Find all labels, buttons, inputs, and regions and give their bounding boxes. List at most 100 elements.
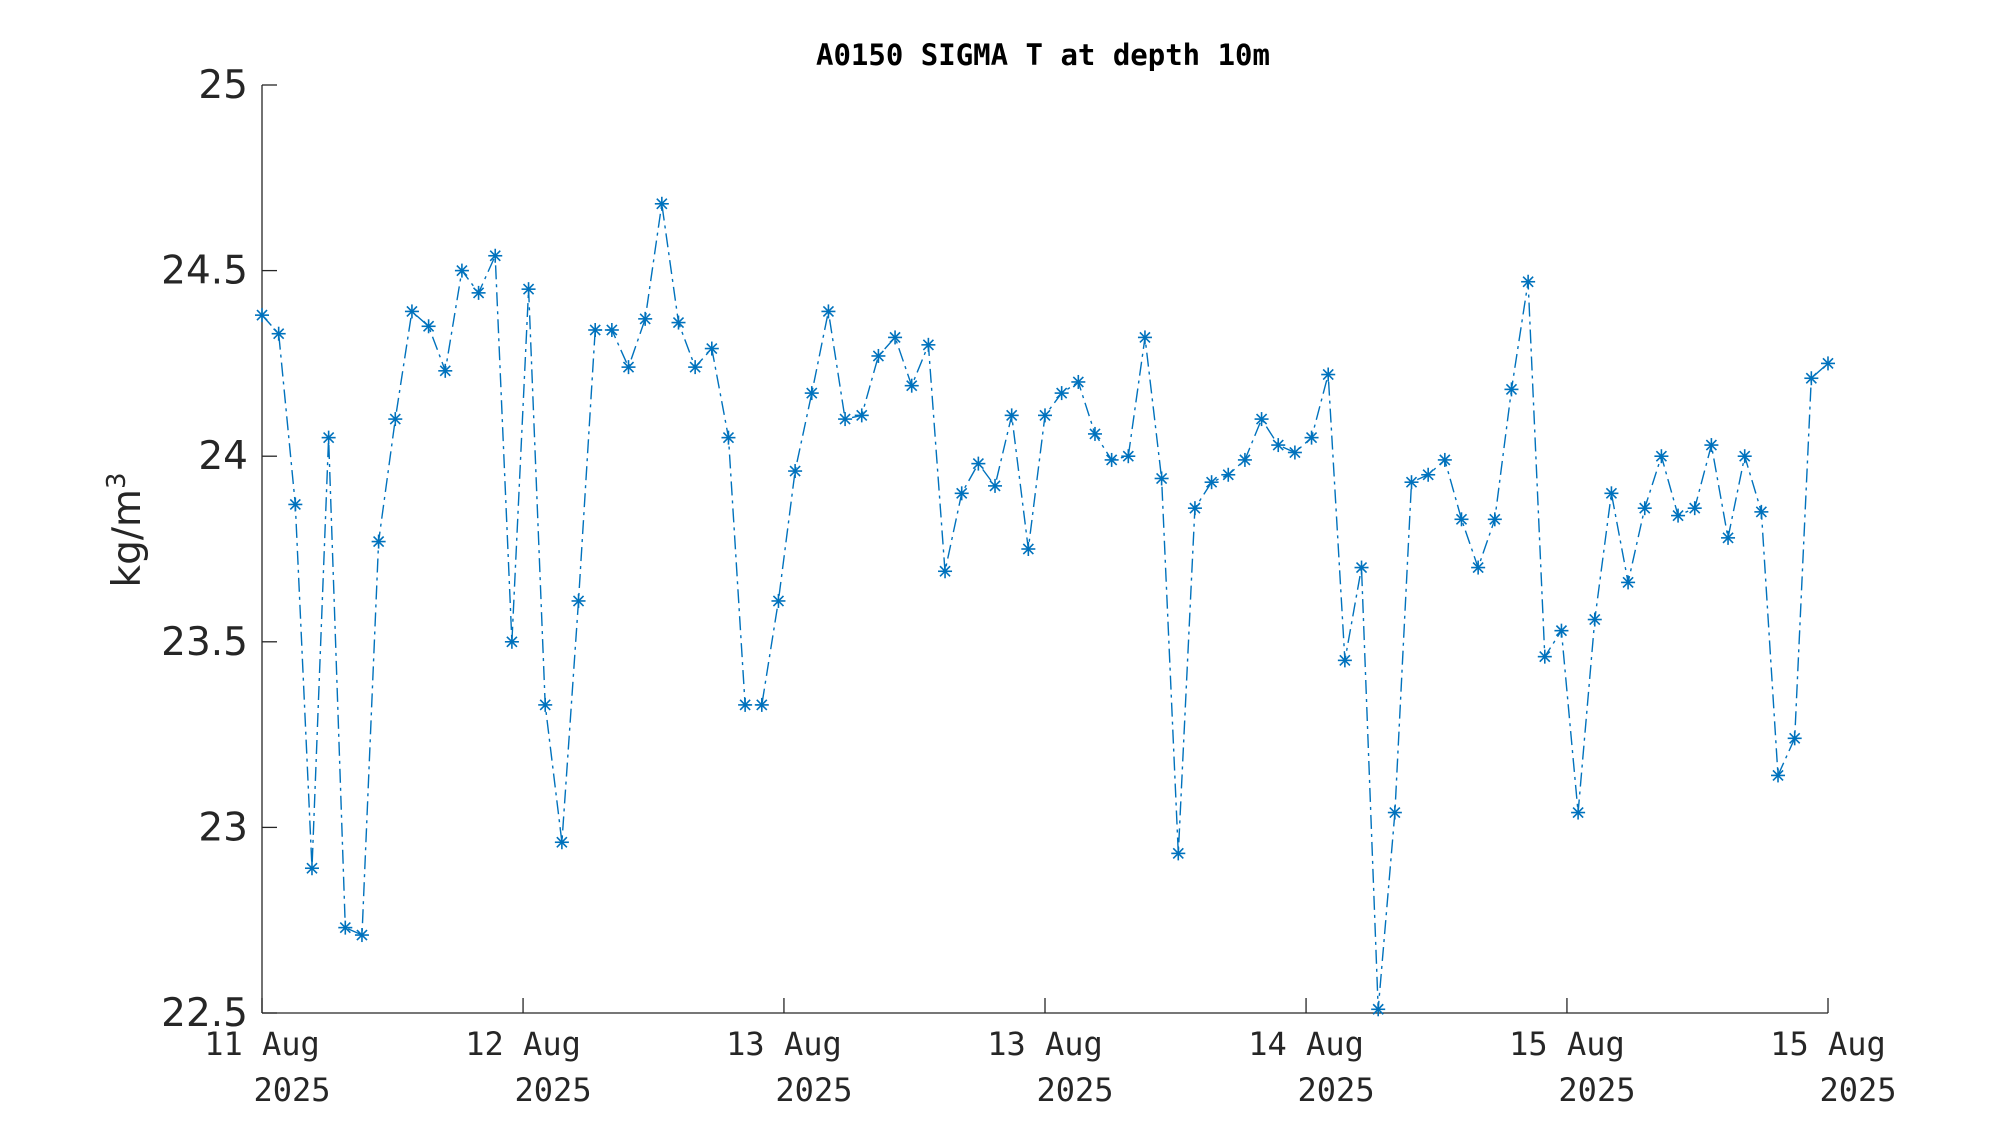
y-tick-label: 25 xyxy=(198,63,248,108)
data-point xyxy=(1154,471,1169,486)
data-point xyxy=(1521,274,1536,289)
data-point xyxy=(1237,452,1252,467)
data-point xyxy=(888,330,903,345)
data-point xyxy=(1771,768,1786,783)
data-point xyxy=(788,464,803,479)
data-point xyxy=(421,319,436,334)
series-line xyxy=(261,203,1829,1010)
data-point xyxy=(1254,412,1269,427)
data-point xyxy=(754,697,769,712)
data-point xyxy=(1171,846,1186,861)
data-point xyxy=(1371,1002,1386,1017)
data-point xyxy=(504,634,519,649)
data-point xyxy=(838,412,853,427)
data-point xyxy=(1704,438,1719,453)
data-point xyxy=(554,835,569,850)
y-tick-label: 22.5 xyxy=(161,991,248,1036)
x-tick-label-year: 2025 xyxy=(775,1071,852,1109)
axes xyxy=(261,85,1828,1014)
data-point xyxy=(1504,382,1519,397)
data-point xyxy=(954,486,969,501)
data-point xyxy=(304,861,319,876)
data-point xyxy=(671,315,686,330)
data-point xyxy=(521,282,536,297)
data-point xyxy=(1721,530,1736,545)
data-point xyxy=(1204,475,1219,490)
data-point xyxy=(1821,356,1835,371)
data-point xyxy=(1187,501,1202,516)
data-point xyxy=(1321,367,1336,382)
data-point xyxy=(488,248,503,263)
data-point xyxy=(1087,426,1102,441)
data-point xyxy=(738,697,753,712)
data-point xyxy=(1387,805,1402,820)
data-point xyxy=(1404,475,1419,490)
ticks: 22.5 23 23.5 24 24.5 25 11 Aug 2025 12 Aug 2025 13… xyxy=(161,63,1896,1109)
plot-area xyxy=(255,196,1835,1017)
data-point xyxy=(904,378,919,393)
data-point xyxy=(1471,560,1486,575)
data-point xyxy=(1337,653,1352,668)
data-point xyxy=(1454,512,1469,527)
chart-title: A0150 SIGMA T at depth 10m xyxy=(816,38,1270,72)
data-point xyxy=(321,430,336,445)
data-point xyxy=(538,697,553,712)
data-point xyxy=(371,534,386,549)
data-point xyxy=(1004,408,1019,423)
data-point xyxy=(638,311,653,326)
data-point xyxy=(1554,623,1569,638)
x-tick-label-year: 2025 xyxy=(253,1071,330,1109)
data-point xyxy=(804,386,819,401)
data-point xyxy=(1021,542,1036,556)
data-point xyxy=(438,363,453,378)
data-point xyxy=(1054,386,1069,401)
data-point xyxy=(1621,575,1636,590)
y-axis-label-sup: 3 xyxy=(102,472,132,489)
x-tick-label-day: 13 Aug xyxy=(726,1025,842,1063)
data-point xyxy=(704,341,719,356)
data-point xyxy=(1137,330,1152,345)
y-tick-label: 23.5 xyxy=(161,620,248,665)
data-point xyxy=(654,196,669,211)
data-point xyxy=(1537,649,1552,664)
data-point xyxy=(255,308,269,323)
data-point xyxy=(1737,449,1752,464)
y-axis-label: kg/m3 xyxy=(102,472,150,587)
data-point xyxy=(454,263,469,278)
x-tick-label-year: 2025 xyxy=(1819,1071,1896,1109)
data-point xyxy=(1687,501,1702,516)
data-point xyxy=(938,564,953,579)
data-point xyxy=(688,360,703,375)
svg-text:kg/m3: kg/m3 xyxy=(102,472,150,587)
x-tick-label-day: 15 Aug xyxy=(1509,1025,1625,1063)
data-point xyxy=(1754,504,1769,519)
y-axis-label-base: kg/m xyxy=(105,489,150,587)
data-point xyxy=(988,478,1003,493)
data-point xyxy=(571,593,586,608)
data-point xyxy=(1121,449,1136,464)
data-point xyxy=(471,285,486,300)
data-point xyxy=(271,326,286,341)
data-point xyxy=(1671,508,1686,523)
data-point xyxy=(971,456,986,471)
x-tick-label-year: 2025 xyxy=(515,1071,592,1109)
x-tick-label-day: 11 Aug xyxy=(204,1025,320,1063)
data-point xyxy=(1038,408,1052,423)
data-point xyxy=(1221,467,1236,482)
x-tick-label-day: 13 Aug xyxy=(987,1025,1103,1063)
data-point xyxy=(354,928,369,943)
x-tick-label-day: 14 Aug xyxy=(1248,1025,1364,1063)
x-tick-label-day: 15 Aug xyxy=(1770,1025,1886,1063)
data-point xyxy=(854,408,869,423)
data-point xyxy=(404,304,419,319)
data-point xyxy=(1587,612,1602,627)
data-point xyxy=(1787,731,1802,746)
data-point xyxy=(1637,501,1652,516)
data-point xyxy=(288,497,303,512)
data-point xyxy=(604,322,619,337)
data-point xyxy=(1421,467,1436,482)
data-point xyxy=(1604,486,1619,501)
data-point xyxy=(1437,452,1452,467)
x-tick-label-year: 2025 xyxy=(1036,1071,1113,1109)
